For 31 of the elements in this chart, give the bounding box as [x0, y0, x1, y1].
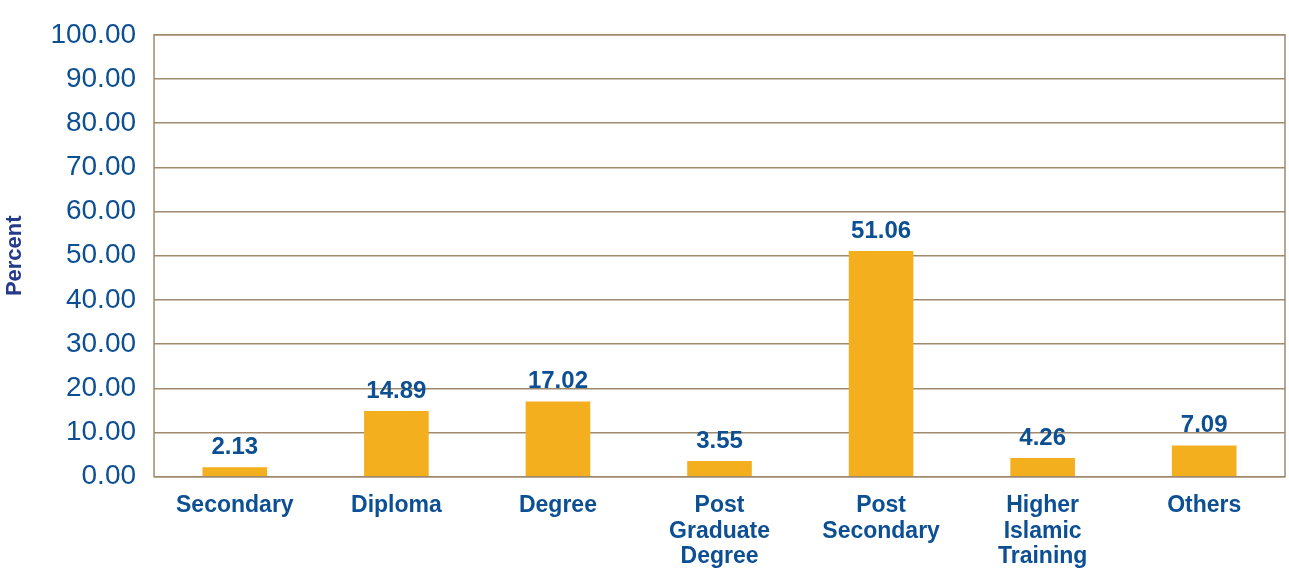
y-tick-label: 60.00 [65, 194, 137, 226]
x-tick-label: Degree [518, 490, 597, 517]
bar [525, 401, 591, 476]
data-label: 3.55 [696, 425, 743, 453]
x-tick-label: Post Graduate Degree [669, 490, 771, 569]
bar [364, 410, 429, 476]
x-tick-label: Secondary [176, 490, 294, 517]
data-label: 51.06 [851, 215, 912, 243]
data-label: 2.13 [211, 431, 259, 459]
y-tick-label: 70.00 [65, 150, 137, 182]
x-tick-label: Diploma [351, 490, 442, 517]
y-axis-title: Percent [1, 214, 27, 297]
y-tick-label: 100.00 [50, 17, 137, 49]
bar [848, 251, 914, 476]
x-tick-label: Post Secondary [822, 490, 941, 543]
bar [1171, 445, 1237, 476]
y-tick-label: 20.00 [65, 371, 137, 403]
data-label: 7.09 [1180, 410, 1228, 438]
y-tick-label: 90.00 [65, 61, 137, 93]
y-tick-label: 30.00 [65, 326, 137, 358]
y-tick-label: 10.00 [65, 415, 137, 447]
y-tick-label: 50.00 [65, 238, 137, 270]
bar [1010, 457, 1075, 476]
bar [202, 467, 268, 476]
x-tick-label: Higher Islamic Training [997, 490, 1088, 569]
data-label: 17.02 [527, 366, 588, 394]
y-tick-label: 80.00 [65, 105, 137, 137]
y-tick-label: 40.00 [65, 282, 137, 314]
bar [687, 461, 752, 476]
y-tick-label: 0.00 [81, 459, 137, 491]
x-tick-label: Others [1167, 490, 1242, 517]
